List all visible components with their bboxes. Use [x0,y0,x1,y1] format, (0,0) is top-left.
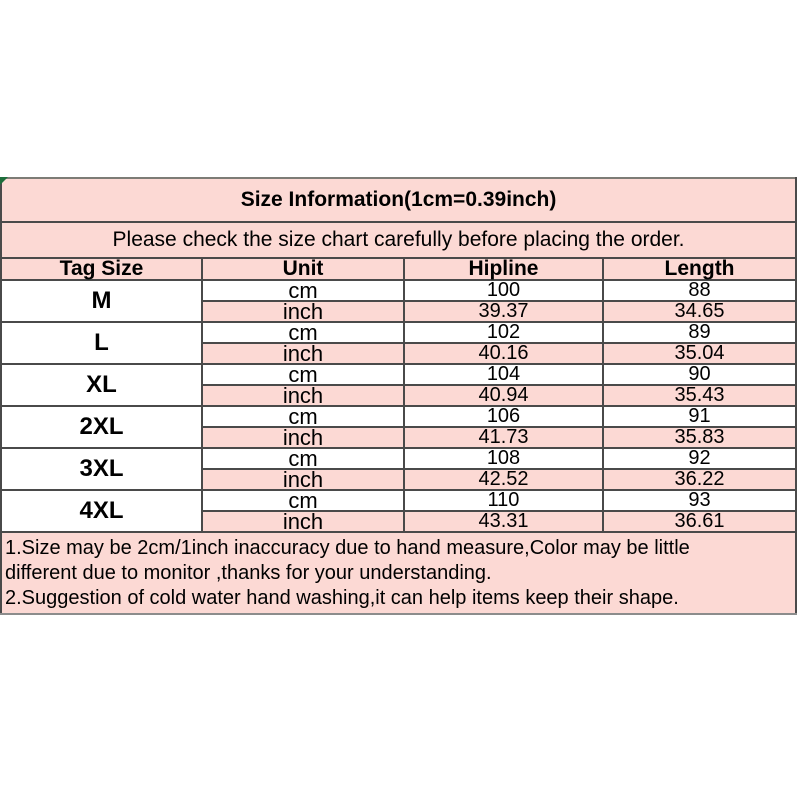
note-line-3: 2.Suggestion of cold water hand washing,… [5,587,679,609]
hipline-value: 41.73 [403,426,604,449]
column-header-row: Tag Size Unit Hipline Length [0,257,798,281]
hipline-value: 104 [403,363,604,386]
hipline-value: 42.52 [403,468,604,491]
hipline-value: 106 [403,405,604,428]
hipline-value: 100 [403,279,604,302]
col-header-tag-size: Tag Size [0,257,203,281]
length-value: 88 [601,279,798,302]
unit-label: cm [201,447,405,470]
note-line-1: 1.Size may be 2cm/1inch inaccuracy due t… [5,537,690,559]
unit-label: cm [201,363,405,386]
hipline-value: 40.16 [403,342,604,365]
hipline-value: 39.37 [403,300,604,323]
unit-label: inch [201,342,405,365]
length-value: 34.65 [601,300,798,323]
size-table: Size Information(1cm=0.39inch) Please ch… [0,177,798,615]
unit-label: inch [201,510,405,533]
note-line-2: different due to monitor ,thanks for you… [5,562,492,584]
length-value: 35.04 [601,342,798,365]
size-chart-sheet: Size Information(1cm=0.39inch) Please ch… [0,177,798,615]
spreadsheet-corner-marker-icon [0,177,8,185]
table-row-3xl-cm: 3XL cm 108 92 [0,447,798,491]
unit-label: cm [201,489,405,512]
notes-cell: 1.Size may be 2cm/1inch inaccuracy due t… [0,531,798,615]
length-value: 35.83 [601,426,798,449]
length-value: 89 [601,321,798,344]
length-value: 36.22 [601,468,798,491]
size-information-title: Size Information(1cm=0.39inch) [0,177,798,223]
size-tag-2xl: 2XL [0,405,203,449]
table-row-l-inch: inch 40.16 35.04 [1,342,798,365]
unit-label: inch [201,468,405,491]
size-tag-m: M [0,279,203,323]
col-header-unit: Unit [201,257,405,281]
table-row-4xl-inch: inch 43.31 36.61 [1,510,798,533]
table-row-2xl-cm: 2XL cm 106 91 [0,405,798,449]
size-tag-l: L [0,321,203,365]
notes-row: 1.Size may be 2cm/1inch inaccuracy due t… [0,531,798,615]
hipline-value: 108 [403,447,604,470]
length-value: 91 [601,405,798,428]
hipline-value: 40.94 [403,384,604,407]
unit-label: inch [201,384,405,407]
table-row-l-cm: L cm 102 89 [0,321,798,365]
length-value: 35.43 [601,384,798,407]
title-row: Size Information(1cm=0.39inch) [0,177,798,223]
unit-label: cm [201,321,405,344]
table-row-4xl-cm: 4XL cm 110 93 [0,489,798,533]
length-value: 90 [601,363,798,386]
unit-label: inch [201,426,405,449]
size-chart-notice: Please check the size chart carefully be… [0,221,798,259]
table-row-2xl-inch: inch 41.73 35.83 [1,426,798,449]
size-tag-4xl: 4XL [0,489,203,533]
hipline-value: 102 [403,321,604,344]
size-tag-3xl: 3XL [0,447,203,491]
hipline-value: 110 [403,489,604,512]
col-header-hipline: Hipline [403,257,604,281]
table-row-m-cm: M cm 100 88 [0,279,798,323]
hipline-value: 43.31 [403,510,604,533]
col-header-length: Length [601,257,798,281]
unit-label: cm [201,405,405,428]
unit-label: inch [201,300,405,323]
table-row-3xl-inch: inch 42.52 36.22 [1,468,798,491]
unit-label: cm [201,279,405,302]
length-value: 92 [601,447,798,470]
size-tag-xl: XL [0,363,203,407]
table-row-xl-cm: XL cm 104 90 [0,363,798,407]
length-value: 36.61 [601,510,798,533]
length-value: 93 [601,489,798,512]
subtitle-row: Please check the size chart carefully be… [0,221,798,259]
table-row-m-inch: inch 39.37 34.65 [1,300,798,323]
